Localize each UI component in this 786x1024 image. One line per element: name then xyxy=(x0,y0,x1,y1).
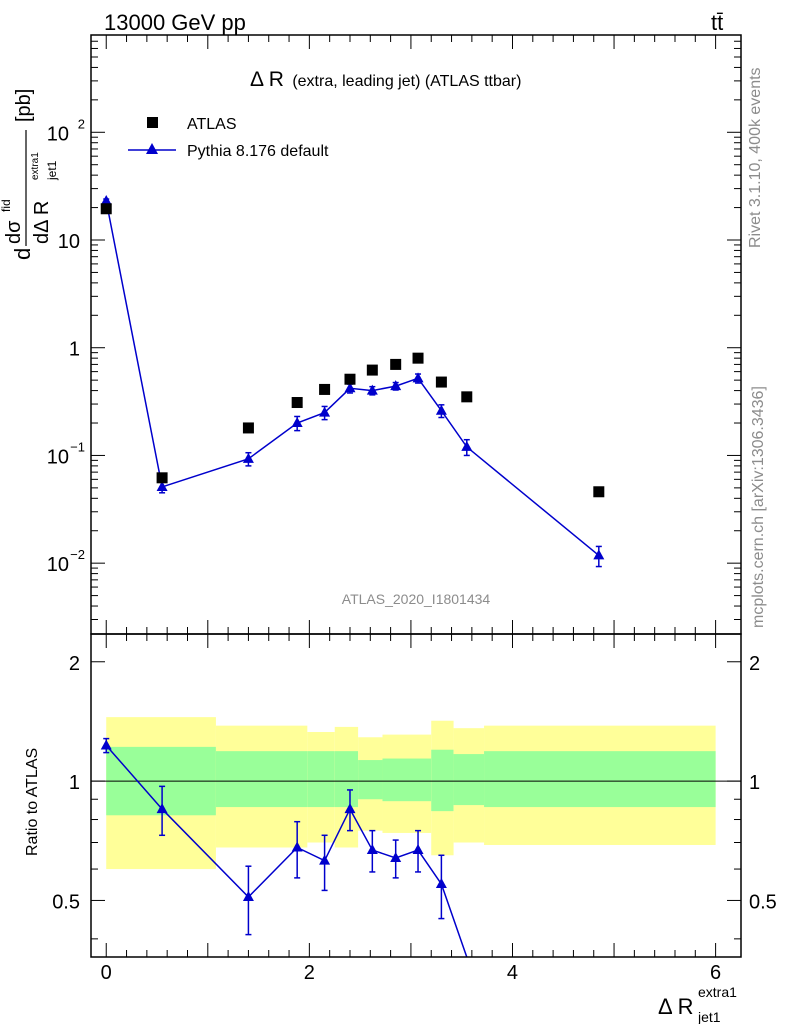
band-inner xyxy=(453,754,485,806)
atlas-point xyxy=(461,391,473,403)
legend-atlas-marker xyxy=(147,117,158,128)
pythia-line xyxy=(105,200,600,557)
pythia-series xyxy=(100,195,605,568)
process-label: tt̄ xyxy=(711,10,723,35)
ratio-point xyxy=(100,739,112,750)
legend-pythia-label: Pythia 8.176 default xyxy=(187,143,329,160)
y-tick-label-main: 10 xyxy=(58,231,80,253)
mcplots-reference-label: mcplots.cern.ch [arXiv:1306.3436] xyxy=(750,386,767,628)
pythia-point xyxy=(390,380,402,391)
atlas-point xyxy=(156,472,168,484)
x-tick-label: 2 xyxy=(304,962,315,984)
y-tick-label-ratio: 1 xyxy=(69,772,80,794)
ratio-pythia-series xyxy=(100,737,468,958)
band-inner xyxy=(484,751,716,808)
pythia-point xyxy=(461,440,473,451)
atlas-point xyxy=(412,352,424,364)
y-tick-label-exp: 2 xyxy=(78,116,85,131)
atlas-point xyxy=(319,383,331,395)
rivet-version-label: Rivet 3.1.10, 400k events xyxy=(747,67,764,248)
pythia-point xyxy=(242,452,254,463)
collision-energy-label: 13000 GeV pp xyxy=(104,10,246,35)
atlas-point xyxy=(100,203,112,215)
x-label-sub: jet1 xyxy=(697,1009,721,1024)
pythia-point xyxy=(291,417,303,428)
legend-atlas-label: ATLAS xyxy=(187,116,237,133)
legend-pythia-marker xyxy=(146,143,158,154)
pythia-point xyxy=(412,372,424,383)
plot-title: Δ R (extra, leading jet) (ATLAS ttbar) xyxy=(250,68,521,91)
band-inner xyxy=(215,751,308,808)
pythia-point xyxy=(435,404,447,415)
pythia-point xyxy=(344,382,356,393)
y-label-denominator-sup: extra1 xyxy=(30,152,41,180)
atlas-point xyxy=(291,397,303,409)
y-label-denominator-sub: jet1 xyxy=(45,160,59,181)
ratio-point xyxy=(390,851,402,862)
y-tick-label-ratio-right: 2 xyxy=(749,653,760,675)
ratio-point xyxy=(319,854,331,865)
y-label-unit: [pb] xyxy=(13,89,35,122)
atlas-point xyxy=(242,422,254,434)
atlas-point xyxy=(593,486,605,498)
y-tick-label-exp: −2 xyxy=(70,547,85,562)
pythia-point xyxy=(593,549,605,560)
y-tick-label-main: 10 xyxy=(47,123,69,145)
ratio-point xyxy=(435,878,447,889)
ratio-point xyxy=(344,803,356,814)
ratio-point xyxy=(412,844,424,855)
analysis-watermark: ATLAS_2020_I1801434 xyxy=(342,591,491,607)
axis-ticks xyxy=(91,34,741,957)
y-label-prefix: d xyxy=(10,248,35,260)
y-tick-label-main: 10 xyxy=(47,554,69,576)
ratio-point xyxy=(156,803,168,814)
y-axis-label-main: d dσ fid dΔ R jet1 extra1 [pb] xyxy=(0,89,59,260)
x-label-main: Δ R xyxy=(658,994,693,1019)
y-label-denominator: dΔ R xyxy=(31,201,53,244)
y-tick-label-main: 1 xyxy=(69,339,80,361)
band-inner xyxy=(334,751,359,808)
atlas-point xyxy=(344,373,356,385)
pythia-point xyxy=(319,406,331,417)
x-axis-label: Δ R jet1 extra1 xyxy=(658,984,737,1024)
ratio-point xyxy=(291,841,303,852)
x-tick-label: 6 xyxy=(710,962,721,984)
band-inner xyxy=(307,751,335,808)
plot-title-detail: (extra, leading jet) (ATLAS ttbar) xyxy=(292,73,521,90)
band-inner xyxy=(431,749,454,812)
x-tick-label: 4 xyxy=(507,962,518,984)
y-tick-label-ratio-right: 0.5 xyxy=(749,891,777,913)
y-axis-label-ratio: Ratio to ATLAS xyxy=(24,748,41,856)
y-tick-label-ratio: 2 xyxy=(69,653,80,675)
ratio-frame xyxy=(90,633,742,958)
pythia-point xyxy=(366,384,378,395)
band-inner xyxy=(382,758,432,802)
ratio-point xyxy=(366,844,378,855)
y-tick-label-main: 10 xyxy=(47,446,69,468)
plot-frames xyxy=(90,34,742,958)
atlas-series xyxy=(100,203,605,498)
y-label-numerator-sup: fid xyxy=(0,199,13,212)
x-tick-label: 0 xyxy=(101,962,112,984)
atlas-point xyxy=(366,364,378,376)
pythia-point xyxy=(100,195,112,206)
band-inner xyxy=(358,760,383,800)
ratio-point xyxy=(242,891,254,902)
atlas-point xyxy=(390,358,402,370)
y-tick-label-ratio-right: 1 xyxy=(749,772,760,794)
y-label-numerator: dσ xyxy=(3,220,25,244)
x-label-sup: extra1 xyxy=(698,984,737,1000)
plot-title-main: Δ R xyxy=(250,68,284,91)
y-tick-label-ratio: 0.5 xyxy=(52,891,80,913)
ratio-uncertainty-bands xyxy=(106,717,716,870)
y-tick-label-exp: −1 xyxy=(70,439,85,454)
atlas-point xyxy=(435,376,447,388)
pythia-point xyxy=(156,480,168,491)
